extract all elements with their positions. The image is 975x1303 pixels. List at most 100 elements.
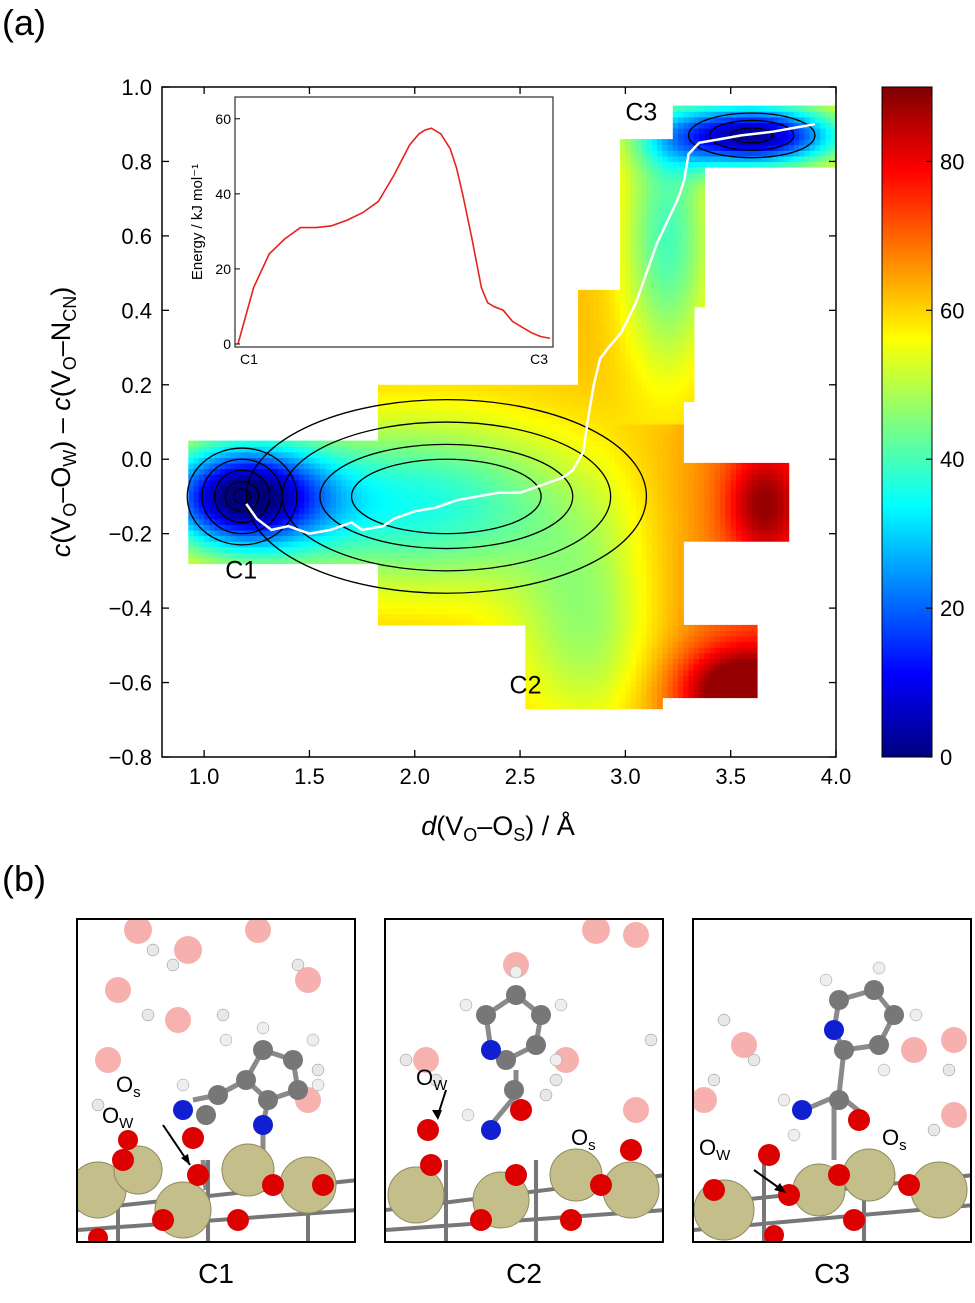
energy-cell [535, 435, 542, 442]
energy-cell [604, 457, 611, 464]
energy-cell [493, 602, 500, 609]
energy-cell [657, 429, 663, 436]
energy-cell [599, 362, 605, 369]
energy-cell [267, 541, 274, 548]
energy-cell [583, 440, 590, 447]
energy-cell [546, 591, 553, 598]
energy-cell [588, 608, 595, 615]
energy-cell [620, 697, 626, 704]
energy-cell [604, 306, 611, 313]
energy-cell [625, 641, 632, 648]
energy-cell [525, 529, 532, 537]
energy-cell [625, 239, 632, 246]
energy-cell [583, 630, 590, 637]
energy-cell [688, 234, 695, 241]
energy-cell [646, 273, 653, 280]
energy-cell [462, 401, 468, 408]
energy-cell [414, 418, 421, 425]
energy-cell [514, 585, 521, 592]
energy-cell [246, 451, 253, 458]
energy-cell [609, 552, 616, 559]
energy-cell [641, 250, 648, 257]
energy-cell [588, 524, 595, 531]
energy-cell [288, 457, 295, 464]
energy-cell [635, 608, 642, 615]
energy-cell [641, 675, 648, 682]
energy-cell [446, 563, 453, 570]
energy-cell [562, 496, 569, 503]
energy-cell [541, 474, 547, 481]
energy-cell [736, 462, 742, 470]
energy-cell [657, 317, 663, 324]
energy-cell [514, 457, 521, 464]
energy-cell [614, 328, 621, 336]
energy-cell [667, 328, 674, 336]
energy-cell [425, 390, 432, 397]
energy-cell [693, 194, 700, 202]
energy-cell [678, 596, 684, 604]
energy-cell [499, 529, 505, 537]
energy-cell [678, 144, 684, 151]
energy-cell [625, 206, 632, 213]
energy-cell [367, 468, 374, 475]
energy-cell [614, 351, 621, 358]
energy-cell [704, 663, 711, 671]
energy-cell [662, 563, 669, 570]
energy-cell [672, 122, 679, 129]
energy-cell [562, 440, 569, 447]
energy-cell [588, 368, 595, 375]
energy-cell [604, 301, 611, 308]
energy-cell [614, 703, 621, 710]
energy-cell [678, 663, 684, 671]
energy-cell [667, 429, 674, 436]
energy-cell [678, 356, 684, 364]
energy-cell [588, 312, 595, 319]
energy-cell [462, 423, 468, 431]
energy-cell [683, 669, 690, 676]
energy-cell [678, 245, 684, 252]
energy-cell [356, 451, 363, 458]
energy-cell [377, 412, 384, 419]
energy-cell [551, 541, 558, 548]
energy-cell [657, 261, 663, 269]
energy-cell [683, 675, 690, 682]
energy-cell [546, 418, 553, 425]
energy-cell [714, 647, 721, 654]
energy-cell [435, 535, 442, 542]
energy-cell [683, 529, 690, 537]
energy-cell [383, 457, 390, 464]
energy-cell [535, 703, 542, 710]
energy-cell [409, 513, 416, 520]
energy-cell [530, 658, 537, 665]
energy-cell [736, 518, 742, 525]
energy-cell [456, 613, 463, 620]
energy-cell [320, 557, 326, 565]
energy-cell [551, 641, 558, 648]
energy-cell [383, 451, 390, 458]
energy-cell [651, 636, 658, 643]
energy-cell [541, 390, 547, 397]
energy-cell [499, 457, 505, 464]
energy-cell [425, 462, 432, 470]
energy-cell [567, 440, 574, 447]
energy-cell [388, 468, 395, 475]
energy-cell [657, 479, 663, 486]
energy-cell [651, 228, 658, 235]
energy-cell [667, 250, 674, 257]
energy-cell [488, 496, 495, 503]
energy-cell [662, 206, 669, 213]
energy-cell [578, 518, 584, 525]
energy-cell [477, 485, 484, 492]
energy-cell [446, 485, 453, 492]
energy-cell [667, 401, 674, 408]
energy-cell [441, 513, 447, 520]
energy-cell [335, 546, 342, 553]
energy-cell [404, 569, 411, 576]
energy-cell [556, 423, 563, 431]
energy-cell [472, 446, 479, 453]
energy-cell [225, 535, 232, 542]
energy-cell [583, 669, 590, 676]
energy-cell [546, 485, 553, 492]
energy-cell [420, 585, 426, 592]
energy-cell [672, 502, 679, 509]
